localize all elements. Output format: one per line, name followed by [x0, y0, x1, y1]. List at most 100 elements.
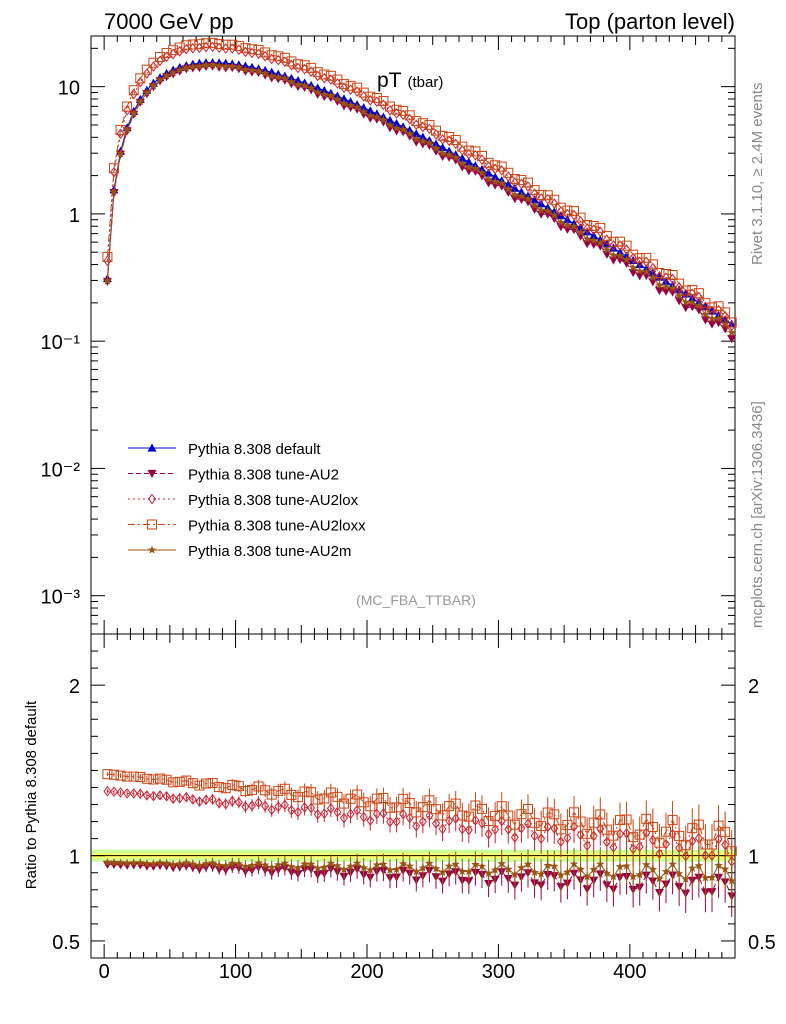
legend-marker-default: [147, 443, 157, 452]
data-point-au2: [615, 256, 625, 265]
ratio-point-au2lox: [372, 808, 381, 820]
ratio-point-au2loxx: [312, 794, 323, 805]
data-point-au2loxx: [319, 69, 330, 80]
ratio-point-au2m: [477, 861, 487, 870]
analysis-tag: (MC_FBA_TTBAR): [356, 592, 476, 608]
data-point-au2m: [326, 91, 336, 100]
ratio-y-tick-label-right: 0.5: [748, 932, 776, 954]
data-point-au2m: [359, 107, 368, 116]
data-point-au2loxx: [509, 174, 520, 185]
data-point-au2m: [504, 184, 513, 193]
ratio-point-au2loxx: [115, 770, 126, 781]
data-point-au2m: [287, 77, 296, 86]
data-point-au2loxx: [647, 259, 658, 270]
ratio-point-au2lox: [353, 804, 362, 816]
data-point-au2m: [247, 66, 257, 75]
data-point-au2: [352, 105, 362, 114]
ratio-point-au2m: [707, 873, 717, 882]
data-point-au2loxx: [503, 167, 514, 178]
data-point-au2m: [366, 111, 375, 120]
data-point-au2loxx: [187, 39, 198, 50]
ratio-point-au2m: [392, 864, 401, 874]
ratio-point-au2m: [720, 864, 730, 873]
data-point-au2m: [668, 283, 677, 292]
series-line-au2: [106, 65, 733, 340]
data-point-au2loxx: [174, 42, 185, 53]
ratio-point-au2m: [366, 865, 375, 874]
data-point-au2lox: [622, 244, 631, 255]
ratio-point-au2lox: [215, 797, 224, 809]
data-point-au2loxx: [240, 43, 251, 54]
x-tick-label: 100: [219, 961, 252, 983]
data-point-au2m: [313, 87, 322, 96]
y-tick-label: 10⁻¹: [41, 332, 81, 354]
data-point-au2: [286, 80, 296, 89]
legend-label-au2m: Pythia 8.308 tune-AU2m: [188, 543, 351, 560]
ratio-point-au2lox: [103, 785, 112, 797]
data-point-au2: [392, 127, 402, 136]
ratio-point-au2lox: [313, 809, 322, 820]
data-point-au2loxx: [266, 50, 277, 61]
legend-marker-au2lox: [148, 493, 156, 505]
ratio-point-au2m: [661, 867, 671, 876]
ratio-point-au2m: [122, 858, 132, 867]
ratio-point-au2lox: [156, 789, 164, 801]
ratio-point-au2loxx: [181, 775, 192, 786]
energy-label: 7000 GeV pp: [104, 9, 234, 34]
rivet-label: Rivet 3.1.10, ≥ 2.4M events: [749, 83, 766, 266]
ratio-point-au2m: [628, 872, 638, 881]
ratio-point-au2m: [182, 858, 191, 867]
ratio-point-au2lox: [123, 788, 132, 799]
ratio-point-au2loxx: [352, 789, 363, 800]
ratio-point-au2lox: [169, 793, 178, 804]
ratio-point-au2loxx: [220, 783, 231, 794]
ratio-point-au2loxx: [122, 771, 133, 782]
ratio-point-au2loxx: [667, 815, 678, 826]
ratio-point-au2loxx: [424, 795, 435, 806]
ratio-point-au2m: [681, 874, 690, 883]
data-point-default: [589, 231, 599, 240]
ratio-point-au2lox: [195, 796, 204, 807]
data-point-default: [530, 195, 540, 204]
data-point-au2: [365, 114, 375, 123]
ratio-line-au2loxx: [107, 773, 733, 852]
series-layer: [102, 37, 737, 917]
ratio-point-au2loxx: [654, 837, 665, 848]
ratio-point-au2loxx: [155, 773, 165, 784]
ratio-point-au2lox: [320, 808, 329, 819]
ratio-point-au2loxx: [240, 786, 251, 797]
ratio-point-au2loxx: [707, 839, 717, 850]
data-point-au2loxx: [661, 269, 671, 280]
data-point-au2loxx: [141, 64, 152, 75]
data-point-au2loxx: [483, 157, 494, 168]
ratio-point-au2: [122, 861, 132, 870]
data-point-au2loxx: [371, 92, 382, 103]
ratio-point-au2lox: [510, 832, 519, 843]
series-au2loxx: [102, 37, 737, 873]
ratio-point-au2m: [201, 859, 211, 868]
ratio-point-au2m: [175, 859, 184, 868]
ratio-point-au2lox: [267, 804, 276, 816]
legend-item-default: Pythia 8.308 default: [128, 441, 321, 458]
ratio-point-au2loxx: [470, 800, 481, 811]
ratio-point-au2m: [510, 870, 520, 879]
data-point-au2loxx: [720, 307, 731, 318]
data-point-au2m: [642, 267, 651, 276]
data-point-au2m: [490, 177, 500, 186]
data-point-au2loxx: [102, 251, 113, 262]
ratio-y-axis-title: Ratio to Pythia 8.308 default: [23, 700, 40, 889]
ratio-point-au2loxx: [582, 828, 593, 839]
data-point-default: [484, 168, 494, 177]
data-point-au2m: [398, 125, 408, 134]
ratio-point-au2lox: [241, 801, 250, 812]
ratio-point-au2m: [471, 860, 480, 869]
ratio-point-au2loxx: [141, 773, 152, 784]
data-point-au2loxx: [588, 221, 599, 232]
ratio-point-au2m: [346, 861, 355, 870]
data-point-au2loxx: [674, 278, 685, 289]
ratio-point-au2loxx: [227, 779, 238, 790]
data-point-au2m: [234, 63, 244, 72]
ratio-point-au2m: [569, 859, 579, 868]
data-point-au2loxx: [279, 52, 290, 63]
data-point-au2m: [405, 129, 414, 138]
